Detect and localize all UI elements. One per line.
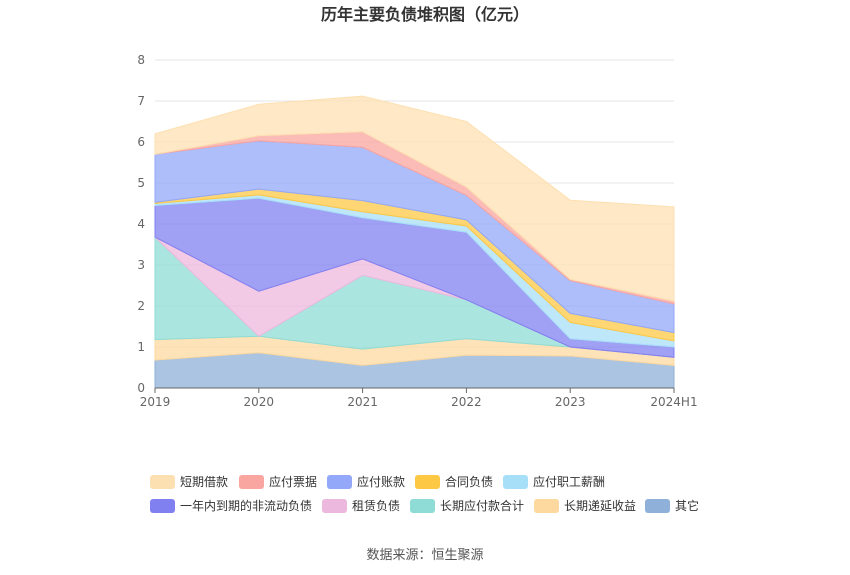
legend-label: 其它 <box>675 498 699 513</box>
legend-label: 租赁负债 <box>352 499 400 513</box>
legend-label: 应付职工薪酬 <box>533 474 605 489</box>
legend-label: 短期借款 <box>180 475 228 489</box>
legend-swatch <box>239 475 264 489</box>
legend-label: 应付票据 <box>269 474 317 489</box>
legend-item[interactable]: 其它 <box>645 498 699 513</box>
legend-swatch <box>415 475 440 489</box>
axes: 0 1 2 3 4 5 6 7 8 2019 2020 2021 2022 2023 2024H1 <box>137 53 697 409</box>
legend-item[interactable]: 长期应付款合计 <box>410 498 524 513</box>
legend-label: 长期递延收益 <box>564 499 636 513</box>
legend-swatch <box>327 475 352 489</box>
x-tick-label: 2019 <box>140 395 171 409</box>
source-note: 数据来源：恒生聚源 <box>366 548 483 563</box>
y-tick-label: 5 <box>137 176 145 190</box>
legend-item[interactable]: 应付职工薪酬 <box>503 474 605 489</box>
legend-item[interactable]: 应付票据 <box>239 474 317 489</box>
legend-label: 合同负债 <box>445 474 493 489</box>
x-tick-label: 2022 <box>451 395 482 409</box>
y-tick-label: 0 <box>137 381 145 395</box>
area-9 <box>154 95 675 302</box>
legend-label: 一年内到期的非流动负债 <box>180 498 312 513</box>
legend-swatch <box>503 475 528 489</box>
legend-swatch <box>322 499 347 513</box>
legend-swatch <box>534 499 559 513</box>
legend-label: 长期应付款合计 <box>440 498 524 513</box>
y-tick-label: 8 <box>137 53 145 67</box>
x-tick-label: 2020 <box>244 395 275 409</box>
legend-item[interactable]: 应付账款 <box>327 474 405 489</box>
x-tick-label: 2024H1 <box>650 395 697 409</box>
y-tick-label: 6 <box>137 135 145 149</box>
legend-swatch <box>645 499 670 513</box>
legend-swatch <box>150 475 175 489</box>
legend-item[interactable]: 租赁负债 <box>322 499 400 513</box>
y-tick-label: 4 <box>137 217 145 231</box>
y-tick-label: 1 <box>137 340 145 354</box>
legend-item[interactable]: 短期借款 <box>150 475 228 489</box>
y-tick-label: 7 <box>137 94 145 108</box>
x-tick-label: 2023 <box>555 395 586 409</box>
x-tick-label: 2021 <box>347 395 378 409</box>
y-tick-label: 2 <box>137 299 145 313</box>
legend-swatch <box>410 499 435 513</box>
area-series <box>154 95 675 389</box>
legend-item[interactable]: 一年内到期的非流动负债 <box>150 498 312 513</box>
chart-title: 历年主要负债堆积图（亿元） <box>321 5 529 24</box>
legend-label: 应付账款 <box>357 474 405 489</box>
legend-swatch <box>150 499 175 513</box>
legend-item[interactable]: 长期递延收益 <box>534 499 636 513</box>
y-tick-label: 3 <box>137 258 145 272</box>
legend-item[interactable]: 合同负债 <box>415 474 493 489</box>
